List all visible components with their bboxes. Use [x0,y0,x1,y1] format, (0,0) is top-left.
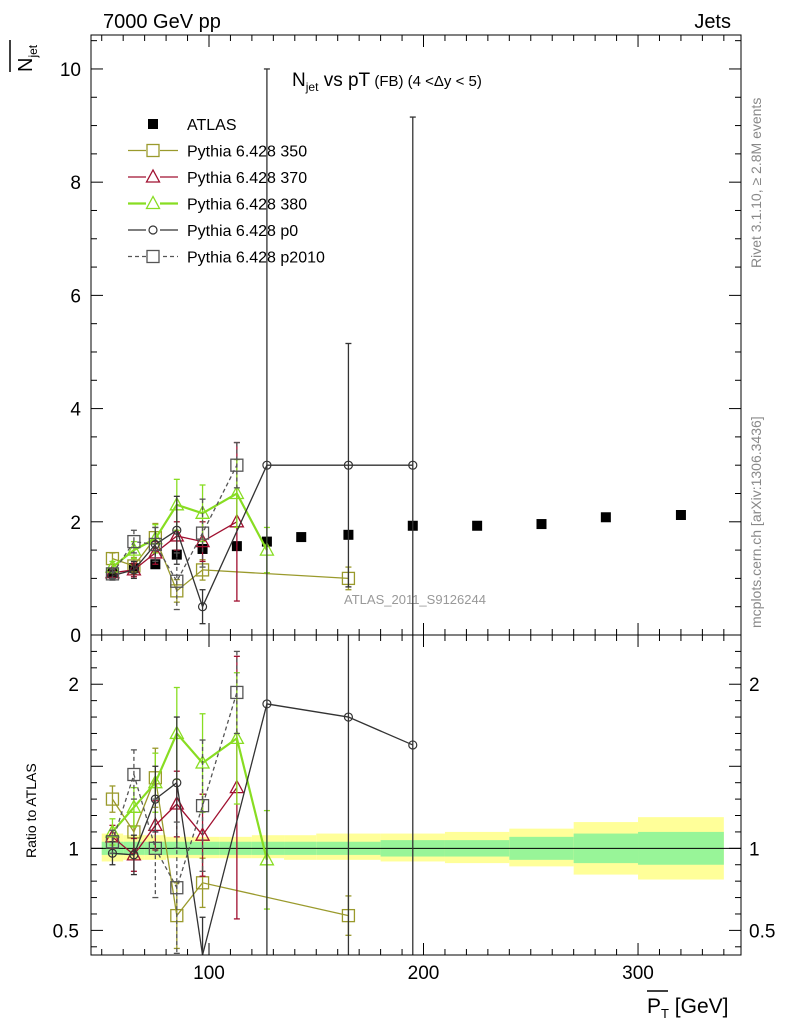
data-point [194,533,211,548]
data-point [600,512,611,523]
data-point [343,460,354,470]
data-point [536,519,547,530]
data-point [675,510,686,520]
data-point [408,460,418,470]
data-point [170,881,184,895]
legend-label: Pythia 6.428 380 [187,197,307,214]
data-point [127,534,141,549]
y-tick-label: 8 [70,173,81,194]
data-point [127,767,141,782]
y-tick-label: 10 [60,60,81,81]
bottom-xlabel: PT [GeV] [647,990,729,1021]
data-point [296,532,307,543]
legend-marker-bg [146,196,160,211]
data-point [343,712,354,722]
top-title: Njet vs pT (FB) (4 <Δy < 5) [292,70,482,94]
legend-label: Pythia 6.428 370 [187,170,307,187]
y-tick-label: 2 [68,675,79,696]
data-point [172,778,182,788]
data-point [229,730,245,745]
x-tick-label: 100 [193,963,225,984]
data-point [262,699,272,709]
watermark: ATLAS_2011_S9126244 [344,592,486,607]
data-point [194,504,211,519]
legend-marker-bg [146,170,160,184]
data-point [104,823,121,838]
legend-marker-bg [146,249,160,264]
series-line [112,787,238,856]
legend-marker-bg [146,223,160,237]
ratio-ylabel: Ratio to ATLAS [23,763,39,858]
svg-text:Njet: Njet [15,44,40,72]
y-tick-label: 6 [70,286,81,307]
header-right: Jets [694,11,731,33]
series-line [112,703,414,956]
legend-marker-bg [146,143,160,158]
data-point [262,460,272,470]
data-point [107,848,118,858]
data-point [229,485,245,500]
legend-marker [148,225,158,235]
data-point [172,525,182,535]
legend-label: ATLAS [187,117,237,134]
data-point [105,567,120,581]
header-left: 7000 GeV pp [103,11,221,33]
data-point [195,526,210,540]
svg-text:Njet vs pT (FB) (4 <Δy < 5): Njet vs pT (FB) (4 <Δy < 5) [292,70,482,94]
legend: ATLAS Pythia 6.428 350 Pythia 6.428 370 Pyt… [128,117,325,267]
data-point [129,565,139,575]
ratio-frame [90,634,742,956]
svg-text:PT [GeV]: PT [GeV] [647,995,729,1021]
data-point [472,520,483,531]
ratio-plot-area: 100 200 300 0.5 0.5 1 1 2 2 [53,634,775,984]
rivet-label: Rivet 3.1.10, ≥ 2.8M events [748,98,764,268]
legend-label: Pythia 6.428 p2010 [187,250,325,267]
data-point [195,799,210,813]
data-point [408,740,418,750]
top-ylabel: Njet [9,40,40,72]
legend-marker [146,143,160,158]
data-point [148,841,163,855]
data-point [126,798,142,813]
y-tick-label: 0.5 [53,921,79,942]
series-line [111,692,238,890]
series-line [112,464,413,609]
x-tick-label: 300 [622,963,654,984]
top-plot-area: 0 2 4 6 8 10 [60,34,742,647]
y-tick-label: 2 [70,513,81,534]
legend-marker [148,119,158,129]
legend-marker [146,249,160,264]
y-tick-label: 2 [749,675,760,696]
data-point [129,850,139,860]
data-point [194,754,211,769]
y-tick-label: 1 [749,839,760,860]
data-point [230,685,244,700]
legend-label: Pythia 6.428 350 [187,144,307,161]
x-tick-label: 200 [408,963,440,984]
data-point [148,537,163,552]
data-point [105,835,120,849]
data-point [126,541,142,556]
y-tick-label: 1 [68,839,79,860]
mcplots-label: mcplots.cern.ch [arXiv:1306.3436] [748,416,764,628]
legend-marker [145,168,161,183]
data-point [197,602,208,612]
data-point [170,574,184,588]
series-line [111,464,238,583]
data-point [230,458,244,472]
legend-label: Pythia 6.428 p0 [187,223,298,240]
y-tick-label: 0.5 [749,921,775,942]
legend-marker [145,195,161,210]
y-tick-label: 0 [70,626,81,647]
data-point [105,792,120,806]
series-line [112,536,349,592]
y-tick-label: 4 [70,400,81,421]
